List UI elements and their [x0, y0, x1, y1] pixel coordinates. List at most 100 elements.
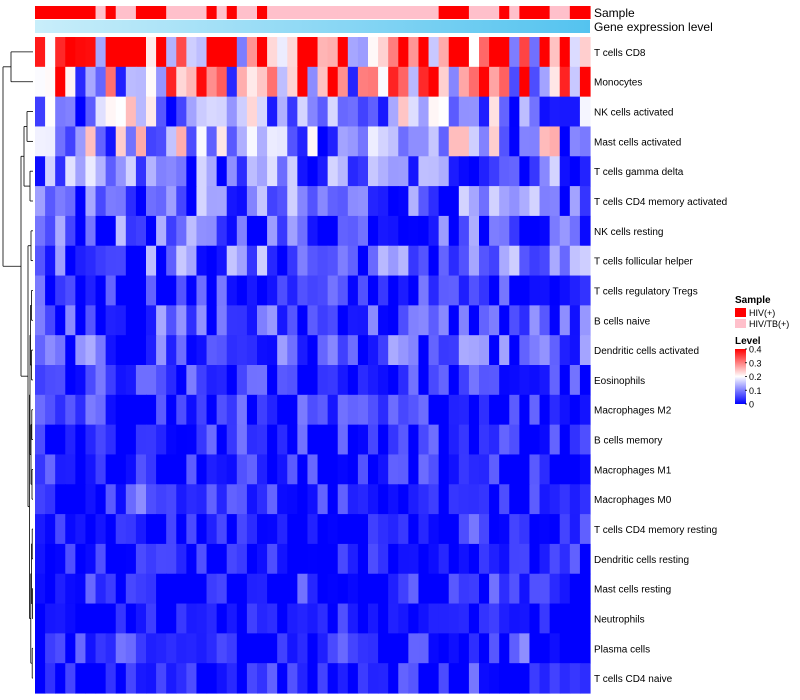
heatmap-cell	[479, 126, 490, 157]
heatmap-cell	[166, 66, 177, 98]
heatmap-cell	[236, 305, 248, 336]
heatmap-cell	[499, 365, 510, 396]
heatmap-cell	[216, 156, 228, 187]
heatmap-cell	[35, 603, 46, 634]
heatmap-cell	[105, 275, 117, 306]
heatmap-cell	[297, 305, 309, 336]
heatmap-cell	[499, 484, 510, 515]
heatmap-cell	[257, 186, 268, 217]
heatmap-cell	[499, 335, 510, 366]
heatmap-cell	[468, 573, 480, 605]
heatmap-cell	[519, 335, 531, 366]
heatmap-cell	[448, 66, 460, 98]
heatmap-cell	[75, 245, 87, 277]
heatmap-cell	[45, 305, 56, 336]
heatmap-cell	[559, 365, 571, 396]
heatmap-cell	[519, 66, 531, 98]
heatmap-cell	[479, 186, 490, 217]
heatmap-cell	[408, 186, 420, 217]
heatmap-cell	[186, 365, 198, 396]
heatmap-cell	[277, 424, 288, 456]
heatmap-cell	[267, 335, 278, 366]
heatmap-cell	[549, 394, 561, 426]
heatmap-cell	[125, 484, 137, 515]
heatmap-cell	[499, 633, 510, 664]
heatmap-cell	[277, 394, 288, 426]
heatmap-cell	[75, 633, 87, 664]
heatmap-cell	[569, 394, 581, 426]
heatmap-cell	[347, 275, 359, 306]
heatmap-cell	[479, 663, 490, 694]
heatmap-cell	[418, 275, 430, 306]
heatmap-cell	[408, 305, 420, 336]
heatmap-cell	[307, 66, 319, 98]
heatmap-cell	[509, 543, 520, 575]
heatmap-cell	[267, 245, 278, 277]
heatmap-cell	[428, 663, 440, 694]
heatmap-cell	[115, 275, 127, 306]
heatmap-cell	[408, 66, 420, 98]
sample-annotation-cell	[458, 6, 470, 19]
heatmap-cell	[549, 514, 561, 545]
heatmap-cell	[267, 454, 278, 485]
sample-annotation-cell	[257, 6, 268, 19]
heatmap-cell	[166, 454, 177, 485]
heatmap-cell	[438, 454, 450, 485]
row-label: Mast cells resting	[594, 585, 671, 596]
heatmap-cell	[307, 305, 319, 336]
heatmap-cell	[115, 335, 127, 366]
heatmap-cell	[579, 66, 591, 98]
heatmap-cell	[115, 245, 127, 277]
heatmap-cell	[347, 186, 359, 217]
heatmap-cell	[529, 275, 541, 306]
sample-annotation-cell	[196, 6, 208, 19]
row-labels: T cells CD8 Monocytes NK cells activated Ma…	[594, 48, 727, 685]
heatmap-cell	[347, 424, 359, 456]
heatmap-cell	[388, 305, 399, 336]
heatmap-cell	[327, 305, 339, 336]
heatmap-cell	[529, 245, 541, 277]
heatmap-cell	[297, 37, 309, 68]
heatmap-cell	[35, 245, 46, 277]
heatmap-cell	[347, 514, 359, 545]
heatmap-cell	[317, 66, 329, 98]
heatmap-cell	[45, 633, 56, 664]
heatmap-cell	[509, 186, 520, 217]
heatmap-cell	[539, 514, 551, 545]
heatmap-cell	[378, 66, 389, 98]
heatmap-cell	[378, 663, 389, 694]
heatmap-cell	[337, 454, 349, 485]
heatmap-cell	[166, 543, 177, 575]
heatmap-cell	[448, 603, 460, 634]
heatmap-cell	[85, 245, 97, 277]
heatmap-cell	[206, 37, 218, 68]
heatmap-cell	[206, 66, 218, 98]
heatmap-cell	[519, 245, 531, 277]
heatmap-cell	[509, 394, 520, 426]
heatmap-cell	[146, 603, 157, 634]
heatmap-cell	[135, 215, 147, 247]
heatmap-cell	[236, 394, 248, 426]
heatmap-cells	[35, 37, 591, 694]
heatmap-cell	[166, 335, 177, 366]
heatmap-cell	[146, 66, 157, 98]
heatmap-cell	[35, 215, 46, 247]
heatmap-cell	[327, 37, 339, 68]
legend-label-hiv: HIV(+)	[749, 308, 775, 318]
heatmap-cell	[489, 305, 500, 336]
heatmap-cell	[287, 126, 298, 157]
heatmap-cell	[65, 335, 76, 366]
heatmap-cell	[75, 663, 87, 694]
level-legend-title: Level	[735, 336, 761, 347]
heatmap-cell	[549, 335, 561, 366]
heatmap-cell	[105, 543, 117, 575]
heatmap-cell	[579, 394, 591, 426]
heatmap-cell	[378, 633, 389, 664]
heatmap-cell	[75, 543, 87, 575]
heatmap-cell	[539, 305, 551, 336]
level-legend: Level 0.4 0.3 0.2 0.1 0	[735, 336, 762, 410]
heatmap-cell	[297, 126, 309, 157]
heatmap-cell	[337, 305, 349, 336]
heatmap-cell	[539, 394, 551, 426]
heatmap-cell	[236, 663, 248, 694]
